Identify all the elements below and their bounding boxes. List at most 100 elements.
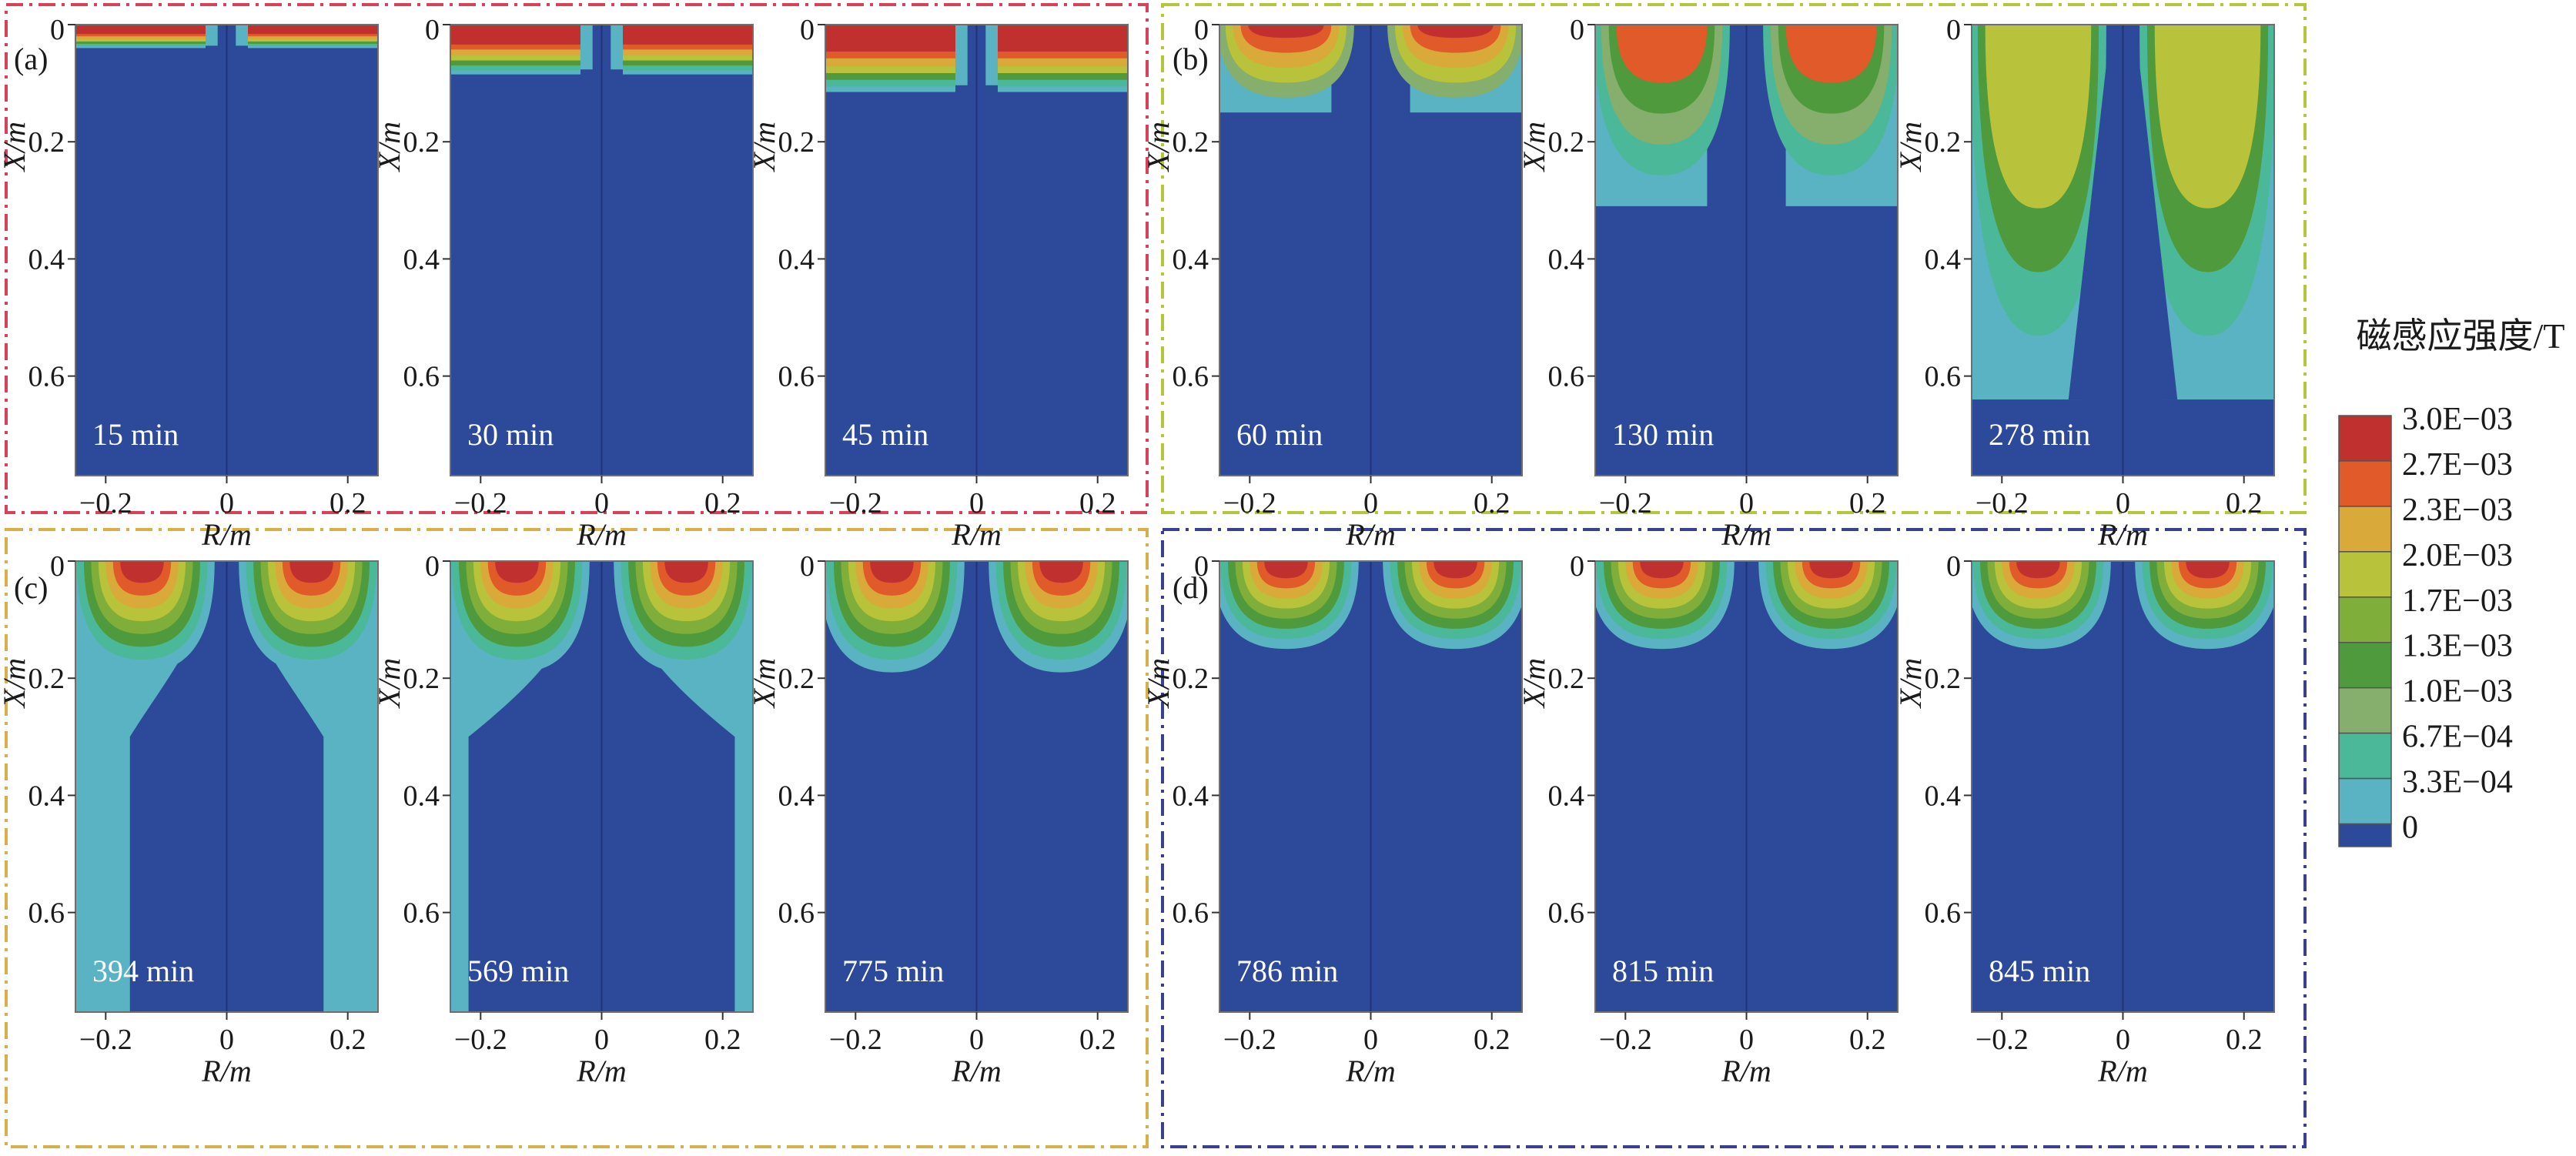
panel-775-min: −0.2 0 0.2 0 0.2 0.4 0.6 R/m X/m 775 min [747,550,1129,1088]
y-tick-label: 0.4 [1173,243,1209,276]
x-tick-label: 0.2 [1474,487,1510,520]
y-tick-label: 0.4 [778,780,815,812]
y-tick-label: 0.2 [1925,663,1962,695]
y-tick-label: 0 [425,14,440,46]
y-tick-label: 0.6 [1173,897,1209,930]
y-tick-label: 0 [425,550,440,583]
band-4-L [1616,25,1708,83]
colorbar-level-label: 2.0E−03 [2402,538,2513,573]
x-tick-label: 0 [2116,1024,2130,1056]
colorbar-level-label: 2.3E−03 [2402,493,2513,528]
x-axis-label: R/m [1345,1054,1395,1088]
side-band-R [239,561,378,1012]
x-tick-label: −0.2 [79,1024,132,1056]
colorbar-level-label: 3.0E−03 [2402,402,2513,437]
panel-786-min: −0.2 0 0.2 0 0.2 0.4 0.6 R/m X/m 786 min [1141,550,1523,1088]
y-tick-label: 0.6 [28,897,65,930]
group-frame-c [5,528,1149,1148]
y-tick-label: 0.6 [1173,361,1209,393]
panel-15-min: −0.2 0 0.2 0 0.2 0.4 0.6 R/m X/m 15 min [0,14,379,552]
colorbar-level-label: 3.3E−04 [2402,765,2513,800]
y-tick-label: 0.2 [403,663,440,695]
x-tick-label: 0 [219,1024,234,1056]
x-tick-label: 0.2 [1474,1024,1510,1056]
band-4-R [1785,25,1877,83]
y-tick-label: 0.4 [1925,243,1962,276]
lobe-L-7 [1264,561,1308,579]
x-axis-label: R/m [201,517,251,552]
layer-6-L [75,25,206,35]
time-label: 394 min [92,954,194,988]
contour-field [1219,561,1522,1012]
y-tick-label: 0 [1194,14,1209,46]
group-label-a: (a) [14,42,48,76]
x-tick-label: 0 [1739,1024,1754,1056]
group-label-d: (d) [1173,570,1209,605]
time-label: 278 min [1989,417,2090,452]
colorbar-swatch-1 [2338,460,2392,507]
colorbar: 磁感应强度/T 3.0E−03 2.7E−03 2.3E−03 2.0E−03 1.7E−… [2338,316,2564,847]
x-tick-label: −0.2 [79,487,132,520]
lobe-L-7 [1640,561,1684,579]
x-tick-label: 0 [2116,487,2130,520]
contour-field [825,561,1128,1012]
y-tick-label: 0.2 [403,126,440,159]
y-tick-label: 0.2 [1548,663,1585,695]
time-label: 45 min [842,417,928,452]
lobe-R-7 [1434,561,1477,579]
y-tick-label: 0.6 [403,897,440,930]
contour-field [1219,25,1522,476]
lobe-R-7 [2186,561,2230,579]
colorbar-swatch-5 [2338,641,2392,689]
time-label: 130 min [1612,417,1714,452]
panel-130-min: −0.2 0 0.2 0 0.2 0.4 0.6 R/m X/m 130 min [1517,14,1899,552]
band-5-L [1248,25,1324,38]
x-tick-label: 0 [1363,1024,1378,1056]
colorbar-swatch-7 [2338,732,2392,780]
y-tick-label: 0.6 [778,361,815,393]
band-3-L [1985,25,2092,209]
group-frame-a [5,3,1149,514]
x-axis-label: R/m [951,517,1001,552]
lobe-R-7 [1039,561,1083,583]
y-axis-label: X/m [1517,122,1551,172]
panel-45-min: −0.2 0 0.2 0 0.2 0.4 0.6 R/m X/m 45 min [747,14,1129,552]
y-axis-label: X/m [372,122,406,172]
lobe-L-7 [2016,561,2060,579]
panel-30-min: −0.2 0 0.2 0 0.2 0.4 0.6 R/m X/m 30 min [372,14,754,552]
colorbar-level-label: 1.0E−03 [2402,674,2513,710]
x-axis-label: R/m [951,1054,1001,1088]
x-tick-label: −0.2 [454,487,507,520]
side-band-R [614,561,753,1012]
y-tick-label: 0.4 [403,780,440,812]
x-tick-label: 0.2 [1079,1024,1116,1056]
x-tick-label: 0 [594,1024,609,1056]
y-axis-label: X/m [0,658,32,709]
colorbar-swatch-2 [2338,506,2392,553]
x-axis-label: R/m [576,1054,626,1088]
layer-6-L [825,25,955,52]
time-label: 815 min [1612,954,1714,988]
y-tick-label: 0.2 [1925,126,1962,159]
layer-6-L [450,25,580,45]
y-tick-label: 0.2 [28,126,65,159]
x-tick-label: −0.2 [1599,1024,1652,1056]
x-tick-label: 0 [969,487,984,520]
x-axis-label: R/m [1721,517,1771,552]
x-axis-label: R/m [201,1054,251,1088]
contour-field [1972,561,2274,1012]
y-tick-label: 0.4 [1548,780,1585,812]
contour-field [450,561,753,1012]
x-tick-label: −0.2 [1223,1024,1276,1056]
y-tick-label: 0.4 [28,243,65,276]
colorbar-level-label: 1.7E−03 [2402,583,2513,619]
panel-394-min: −0.2 0 0.2 0 0.2 0.4 0.6 R/m X/m 394 min [0,550,379,1088]
y-tick-label: 0.6 [28,361,65,393]
panel-815-min: −0.2 0 0.2 0 0.2 0.4 0.6 R/m X/m 815 min [1517,550,1899,1088]
x-tick-label: 0.2 [2226,487,2263,520]
layer-6-R [998,25,1128,52]
contour-field [75,25,378,476]
contour-field [1595,25,1898,476]
